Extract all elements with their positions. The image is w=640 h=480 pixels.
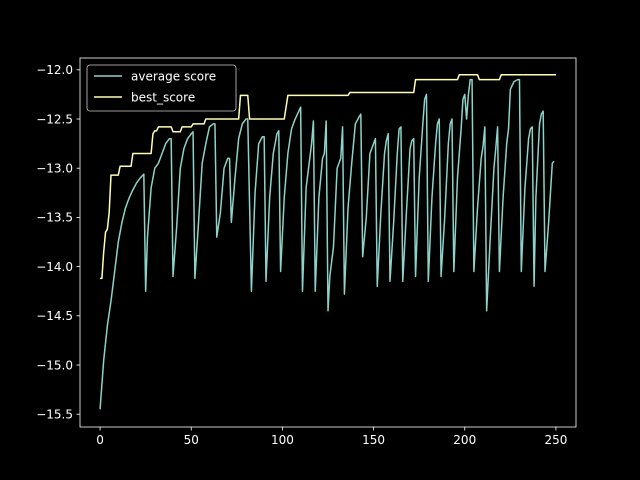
plot-frame xyxy=(79,57,577,428)
y-tick-label: −12.0 xyxy=(36,63,73,77)
series-line-0 xyxy=(99,78,555,410)
x-tick-label: 250 xyxy=(544,433,567,447)
legend-box xyxy=(86,64,237,112)
legend: average score best_score xyxy=(86,64,237,112)
x-tick-label: 100 xyxy=(271,433,294,447)
y-tick-label: −13.0 xyxy=(36,162,73,176)
y-tick-label: −14.5 xyxy=(36,309,73,323)
axis-ticks: 0 50 100 150 200 250 −15.5 −15.0 −14.5 −14.0 −13.5… xyxy=(36,63,567,447)
y-tick-label: −12.5 xyxy=(36,112,73,126)
series-lines xyxy=(99,73,556,410)
y-tick-label: −13.5 xyxy=(36,211,73,225)
y-tick-label: −15.5 xyxy=(36,408,73,422)
x-tick-label: 50 xyxy=(184,433,199,447)
series-line-1 xyxy=(100,73,556,280)
x-tick-label: 200 xyxy=(453,433,476,447)
y-tick-label: −14.0 xyxy=(36,260,73,274)
x-tick-label: 150 xyxy=(362,433,385,447)
legend-label-1: best_score xyxy=(131,90,195,104)
legend-label-0: average score xyxy=(131,69,216,83)
x-tick-label: 0 xyxy=(96,433,104,447)
y-tick-label: −15.0 xyxy=(36,358,73,372)
